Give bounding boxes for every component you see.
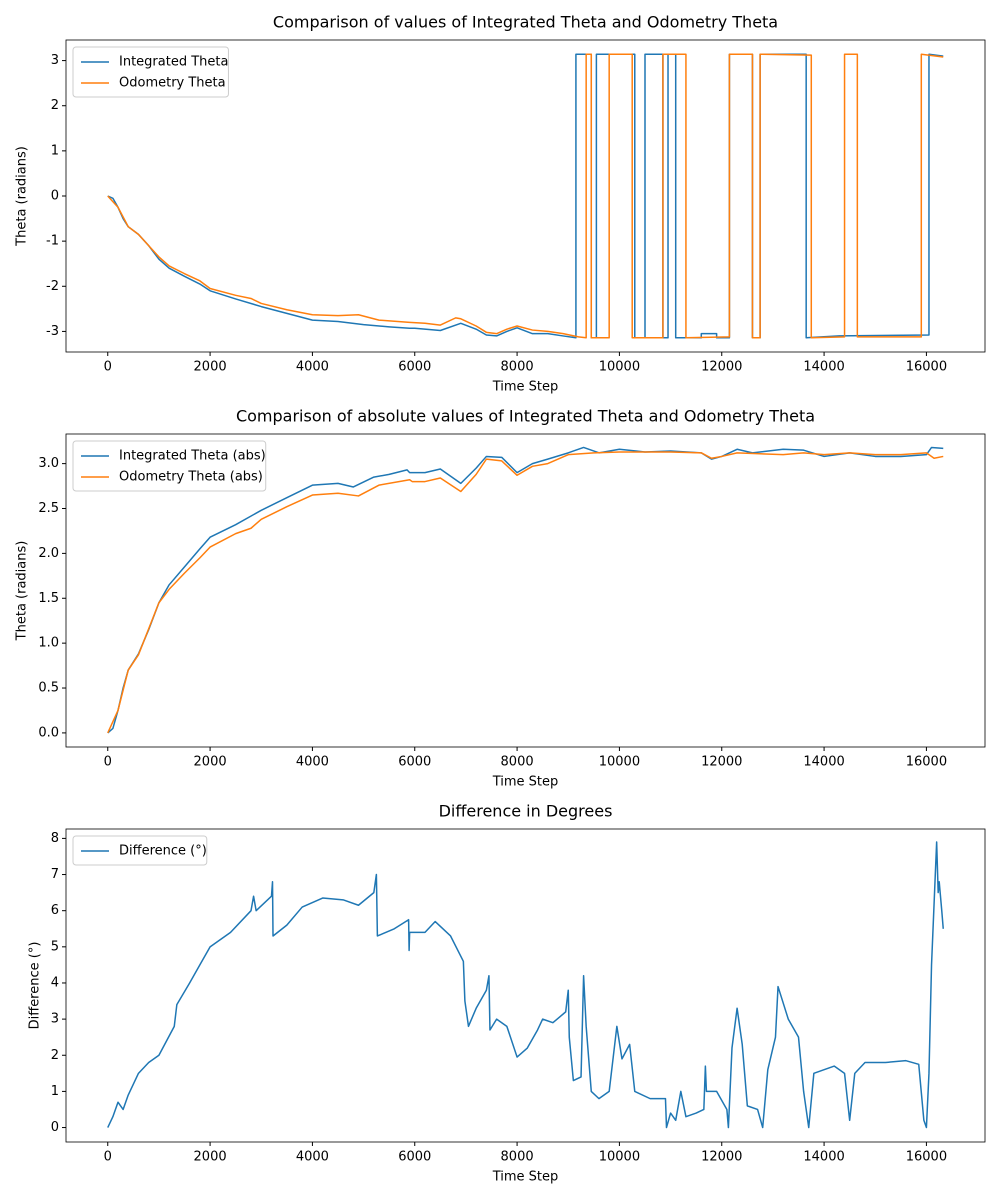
- legend-box: [72, 46, 229, 98]
- x-tick-label: 12000: [701, 755, 742, 770]
- legend-label: Odometry Theta (abs): [119, 470, 263, 485]
- y-tick-label: 1.0: [38, 636, 59, 651]
- y-axis-label: Theta (radians): [15, 541, 30, 642]
- x-tick-label: 0: [104, 1150, 112, 1165]
- x-tick-label: 8000: [501, 1150, 534, 1165]
- x-tick-label: 10000: [599, 1150, 640, 1165]
- y-tick-label: 0: [51, 189, 59, 204]
- axes-frame: [65, 828, 986, 1143]
- y-tick-label: 7: [51, 867, 59, 882]
- subplot-title: Comparison of values of Integrated Theta…: [273, 13, 778, 32]
- x-axis-label: Time Step: [492, 1170, 559, 1185]
- legend: Integrated Theta Odometry Theta: [72, 46, 229, 98]
- y-tick-label: -2: [46, 279, 59, 294]
- y-tick-label: 4: [51, 975, 59, 990]
- y-tick-label: 1.5: [38, 591, 59, 606]
- x-tick-label: 0: [104, 755, 112, 770]
- legend-label: Integrated Theta (abs): [119, 449, 266, 464]
- y-tick-label: 3: [51, 1012, 59, 1027]
- x-tick-label: 14000: [803, 1150, 844, 1165]
- y-tick-label: 8: [51, 831, 59, 846]
- subplot-title: Comparison of absolute values of Integra…: [236, 407, 815, 426]
- data-line: [107, 446, 944, 734]
- legend-box: [72, 835, 208, 866]
- x-tick-label: 4000: [296, 1150, 329, 1165]
- legend: Difference (°): [72, 835, 208, 866]
- axes-frame: [65, 39, 986, 353]
- x-tick-label: 16000: [906, 1150, 947, 1165]
- y-tick-label: 3: [51, 53, 59, 68]
- x-tick-label: 14000: [803, 360, 844, 375]
- x-tick-label: 2000: [194, 360, 227, 375]
- y-tick-label: 2.0: [38, 546, 59, 561]
- y-tick-label: 1: [51, 143, 59, 158]
- y-tick-label: 1: [51, 1084, 59, 1099]
- subplot: Comparison of absolute values of Integra…: [15, 407, 986, 790]
- x-tick-label: 6000: [398, 1150, 431, 1165]
- x-tick-label: 4000: [296, 360, 329, 375]
- y-tick-label: 5: [51, 939, 59, 954]
- y-tick-label: -1: [46, 234, 59, 249]
- y-tick-label: 2.5: [38, 501, 59, 516]
- legend-label: Integrated Theta: [119, 55, 228, 70]
- x-tick-label: 10000: [599, 360, 640, 375]
- subplot-title: Difference in Degrees: [439, 802, 613, 821]
- y-tick-label: 0: [51, 1120, 59, 1135]
- axes-frame: [65, 433, 986, 748]
- x-tick-label: 12000: [701, 360, 742, 375]
- x-tick-label: 16000: [906, 360, 947, 375]
- y-axis-label: Theta (radians): [15, 146, 30, 247]
- x-axis-label: Time Step: [492, 775, 559, 790]
- legend-box: [72, 440, 267, 492]
- y-tick-label: 2: [51, 1048, 59, 1063]
- y-tick-label: 0.0: [38, 725, 59, 740]
- x-tick-label: 8000: [501, 360, 534, 375]
- data-line: [107, 53, 944, 339]
- x-axis-label: Time Step: [492, 380, 559, 395]
- x-tick-label: 4000: [296, 755, 329, 770]
- x-tick-label: 6000: [398, 755, 431, 770]
- x-tick-label: 10000: [599, 755, 640, 770]
- y-tick-label: 6: [51, 903, 59, 918]
- y-tick-label: 3.0: [38, 456, 59, 471]
- x-tick-label: 6000: [398, 360, 431, 375]
- x-tick-label: 0: [104, 360, 112, 375]
- data-line: [107, 451, 944, 734]
- legend-label: Odometry Theta: [119, 76, 226, 91]
- subplot: Comparison of values of Integrated Theta…: [15, 13, 986, 395]
- x-tick-label: 8000: [501, 755, 534, 770]
- subplot: Difference in Degrees Time Step Difference…: [28, 802, 986, 1185]
- x-tick-label: 14000: [803, 755, 844, 770]
- x-tick-label: 16000: [906, 755, 947, 770]
- legend: Integrated Theta (abs) Odometry Theta (ab…: [72, 440, 267, 492]
- y-tick-label: 0.5: [38, 681, 59, 696]
- y-axis-label: Difference (°): [28, 942, 43, 1030]
- legend-label: Difference (°): [119, 844, 207, 859]
- x-tick-label: 12000: [701, 1150, 742, 1165]
- y-tick-label: -3: [46, 324, 59, 339]
- x-tick-label: 2000: [194, 1150, 227, 1165]
- y-tick-label: 2: [51, 98, 59, 113]
- x-tick-label: 2000: [194, 755, 227, 770]
- data-line: [107, 841, 944, 1129]
